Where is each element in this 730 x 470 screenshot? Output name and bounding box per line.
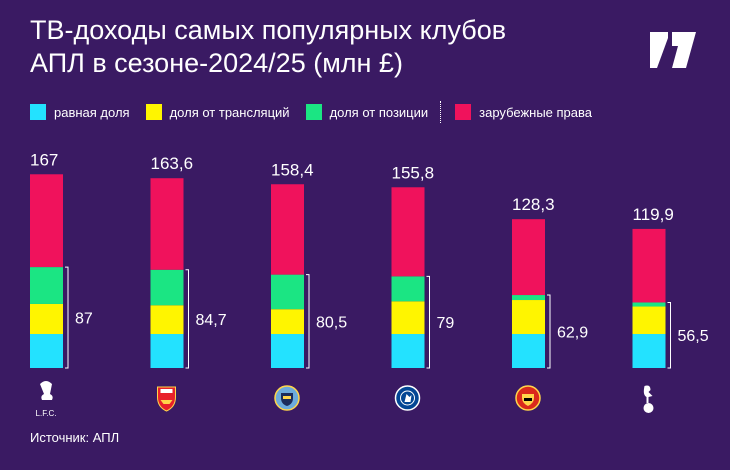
legend-label-position-share: доля от позиции — [329, 104, 429, 120]
bar-segment-tottenham-broadcast-share — [632, 306, 666, 335]
legend-item-equal-share: равная доля — [30, 104, 130, 120]
tottenham-cockerel-shape — [643, 385, 653, 403]
bar-segment-liverpool-overseas-rights — [30, 174, 63, 268]
man-city-ship-shape — [283, 396, 291, 399]
domestic-bracket-arsenal — [185, 269, 189, 369]
domestic-bracket-tottenham — [667, 301, 671, 369]
legend-separator — [440, 101, 442, 123]
bar-segment-man-city-equal-share — [271, 334, 304, 368]
chelsea-crest-icon — [394, 385, 421, 411]
chart-title: ТВ-доходы самых популярных клубов АПЛ в … — [30, 14, 620, 80]
chart-title-line-1: ТВ-доходы самых популярных клубов — [30, 15, 507, 45]
chelsea-lion-shape — [404, 394, 412, 402]
bar-segment-chelsea-position-share — [391, 276, 425, 302]
arsenal-crest-icon — [157, 386, 176, 412]
bar-segment-liverpool-broadcast-share — [30, 303, 63, 335]
domestic-total-label-liverpool: 87 — [75, 311, 93, 328]
total-label-tottenham: 119,9 — [633, 205, 674, 224]
domestic-bracket-man-city — [306, 274, 310, 369]
arsenal-cannon-shape — [160, 400, 173, 404]
domestic-total-label-man-city: 80,5 — [316, 314, 347, 331]
man-city-crest-icon — [274, 385, 300, 411]
arsenal-banner-shape — [160, 389, 173, 393]
total-label-liverpool: 167 — [30, 150, 58, 169]
man-united-crest-icon — [515, 385, 541, 411]
liverpool-bird-shape — [40, 381, 53, 400]
chelsea-inner-ring-shape — [400, 390, 415, 406]
domestic-bracket-liverpool — [65, 266, 69, 369]
chart-legend: равная доля доля от трансляций доля от п… — [30, 100, 608, 124]
domestic-total-label-tottenham: 56,5 — [678, 328, 709, 345]
domestic-bracket-chelsea — [426, 275, 430, 369]
domestic-total-label-man-united: 62,9 — [557, 325, 588, 342]
liverpool-crest-text: L.F.C. — [36, 409, 57, 418]
bar-segment-liverpool-position-share — [30, 267, 63, 304]
chart-title-line-2: АПЛ в сезоне-2024/25 (млн £) — [30, 48, 403, 78]
total-label-arsenal: 163,6 — [151, 154, 194, 173]
domestic-total-label-arsenal: 84,7 — [196, 312, 227, 329]
bar-segment-tottenham-position-share — [632, 302, 666, 307]
bar-segment-arsenal-equal-share — [150, 334, 184, 368]
source-note: Источник: АПЛ — [30, 430, 120, 445]
bar-segment-man-united-equal-share — [512, 334, 545, 368]
bar-segment-man-city-position-share — [271, 274, 304, 310]
legend-label-broadcast-share: доля от трансляций — [169, 104, 290, 120]
bar-segment-tottenham-equal-share — [632, 334, 666, 368]
bar-segment-chelsea-equal-share — [391, 334, 425, 368]
bar-segment-man-city-broadcast-share — [271, 309, 304, 335]
tottenham-ball-shape — [643, 403, 654, 413]
total-label-man-united: 128,3 — [512, 195, 555, 214]
bar-segment-chelsea-broadcast-share — [391, 301, 425, 335]
total-label-chelsea: 155,8 — [392, 163, 435, 182]
bar-segment-man-united-overseas-rights — [512, 219, 545, 296]
legend-swatch-position-share — [305, 104, 322, 120]
legend-item-position-share: доля от позиции — [305, 104, 429, 120]
liverpool-crest-icon: L.F.C. — [36, 381, 57, 418]
domestic-total-label-chelsea: 79 — [437, 315, 455, 332]
legend-swatch-overseas-rights — [455, 104, 472, 120]
man-united-devil-shape — [524, 398, 532, 401]
domestic-bracket-man-united — [547, 294, 551, 369]
bar-segment-chelsea-overseas-rights — [391, 187, 425, 277]
bar-segment-arsenal-broadcast-share — [150, 305, 184, 335]
bar-segment-liverpool-equal-share — [30, 334, 63, 368]
legend-label-equal-share: равная доля — [54, 104, 130, 120]
bar-segment-tottenham-overseas-rights — [632, 228, 666, 303]
bar-segment-arsenal-position-share — [150, 269, 184, 306]
brand-logo-icon — [650, 32, 696, 68]
bar-segment-man-city-overseas-rights — [271, 184, 304, 275]
legend-item-broadcast-share: доля от трансляций — [145, 104, 290, 120]
legend-item-overseas-rights: зарубежные права — [455, 104, 592, 120]
legend-swatch-equal-share — [30, 104, 46, 120]
legend-swatch-broadcast-share — [145, 104, 162, 120]
legend-label-overseas-rights: зарубежные права — [479, 104, 593, 120]
total-label-man-city: 158,4 — [271, 160, 314, 179]
bar-segment-arsenal-overseas-rights — [150, 178, 184, 270]
bar-segment-man-united-position-share — [512, 295, 545, 301]
tottenham-crest-icon — [643, 385, 654, 413]
bar-segment-man-united-broadcast-share — [512, 300, 545, 335]
